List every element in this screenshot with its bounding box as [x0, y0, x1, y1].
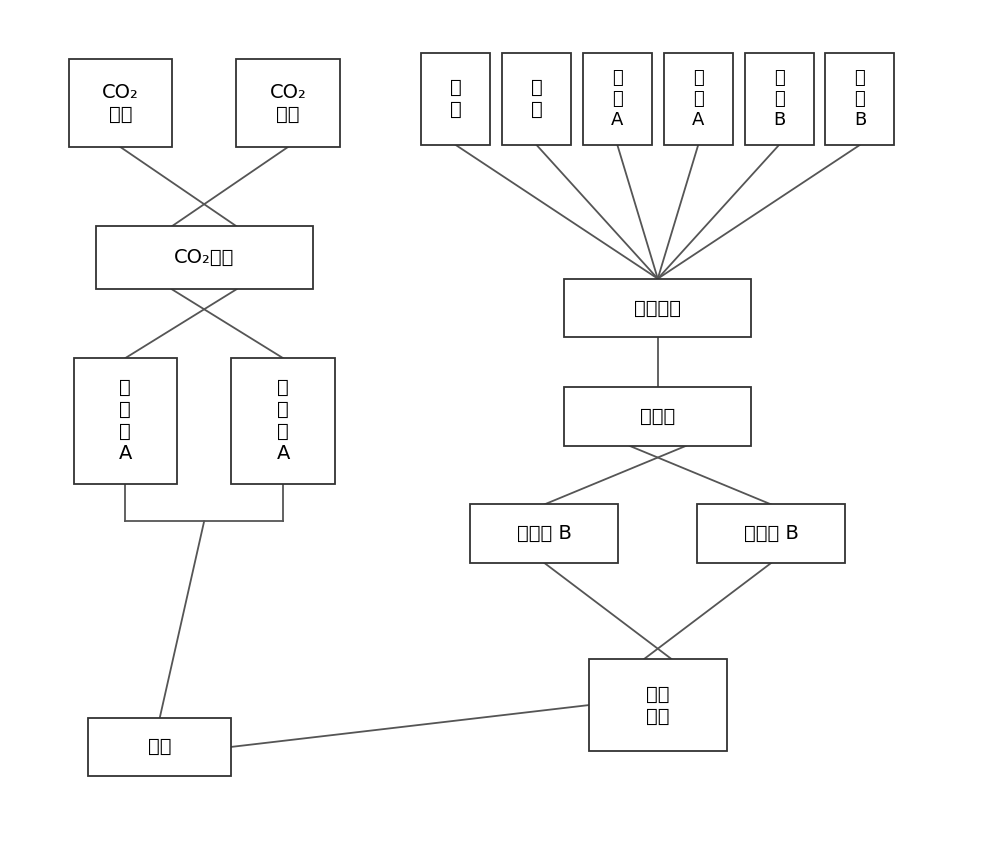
Text: CO₂泵车: CO₂泵车 — [174, 248, 234, 267]
FancyBboxPatch shape — [502, 53, 571, 144]
Text: 压
裂
车
A: 压 裂 车 A — [276, 378, 290, 463]
Text: 酸
罐
A: 酸 罐 A — [692, 69, 704, 128]
FancyBboxPatch shape — [564, 279, 751, 337]
FancyBboxPatch shape — [589, 659, 727, 751]
Text: 高压
管汇: 高压 管汇 — [646, 684, 670, 726]
Text: 井口: 井口 — [148, 738, 172, 756]
FancyBboxPatch shape — [564, 388, 751, 446]
FancyBboxPatch shape — [664, 53, 733, 144]
Text: 液
罐: 液 罐 — [531, 78, 542, 119]
FancyBboxPatch shape — [825, 53, 894, 144]
FancyBboxPatch shape — [583, 53, 652, 144]
FancyBboxPatch shape — [236, 60, 340, 147]
Text: 液
罐: 液 罐 — [450, 78, 462, 119]
Text: 压
裂
车
A: 压 裂 车 A — [119, 378, 132, 463]
FancyBboxPatch shape — [69, 60, 172, 147]
Text: 酸
罐
B: 酸 罐 B — [773, 69, 785, 128]
Text: 压裂车 B: 压裂车 B — [517, 524, 572, 543]
FancyBboxPatch shape — [88, 717, 231, 776]
Text: 压裂车 B: 压裂车 B — [744, 524, 799, 543]
Text: 酸
罐
B: 酸 罐 B — [854, 69, 866, 128]
Text: 低压管汇: 低压管汇 — [634, 298, 681, 317]
Text: CO₂
槽车: CO₂ 槽车 — [102, 82, 139, 123]
FancyBboxPatch shape — [74, 358, 177, 484]
Text: CO₂
槽车: CO₂ 槽车 — [270, 82, 306, 123]
FancyBboxPatch shape — [421, 53, 490, 144]
Text: 混沙车: 混沙车 — [640, 407, 675, 426]
FancyBboxPatch shape — [470, 504, 618, 563]
FancyBboxPatch shape — [96, 226, 313, 289]
FancyBboxPatch shape — [745, 53, 814, 144]
FancyBboxPatch shape — [697, 504, 845, 563]
Text: 酸
罐
A: 酸 罐 A — [611, 69, 624, 128]
FancyBboxPatch shape — [231, 358, 335, 484]
